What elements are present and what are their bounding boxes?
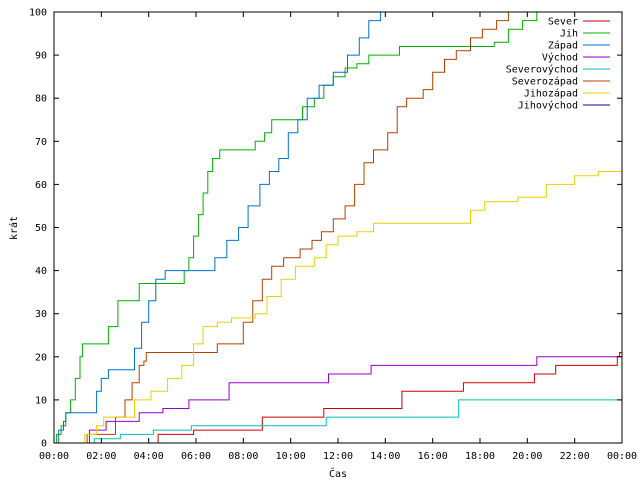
x-tick-label: 00:00 (607, 451, 637, 462)
y-tick-label: 60 (35, 180, 47, 191)
y-axis: 0 10 20 30 40 50 60 70 80 90 100 (29, 8, 622, 450)
x-tick-label: 16:00 (418, 451, 448, 462)
x-tick-label: 12:00 (323, 451, 353, 462)
y-tick-label: 70 (35, 137, 47, 148)
x-tick-label: 04:00 (134, 451, 164, 462)
y-tick-label: 20 (35, 352, 47, 363)
series-line (54, 12, 382, 444)
y-tick-label: 40 (35, 266, 47, 277)
x-axis: 00:00 02:00 04:00 06:00 08:00 10:00 12:00 14:00… (39, 12, 637, 462)
x-tick-label: 18:00 (465, 451, 495, 462)
y-tick-label: 10 (35, 395, 47, 406)
x-tick-label: 02:00 (86, 451, 116, 462)
legend-label: Sever (548, 17, 578, 28)
y-tick-label: 100 (29, 8, 47, 19)
series-line (82, 171, 622, 444)
y-tick-label: 50 (35, 223, 47, 234)
x-tick-label: 00:00 (39, 451, 69, 462)
x-tick-label: 20:00 (512, 451, 542, 462)
y-tick-label: 80 (35, 94, 47, 105)
legend: SeverJihZápadVýchodSeverovýchodSeverozáp… (506, 17, 610, 112)
legend-label: Jih (560, 29, 578, 40)
series-line (155, 343, 623, 444)
legend-label: Východ (542, 52, 578, 64)
legend-label: Západ (548, 40, 578, 52)
x-axis-title: Čas (329, 467, 347, 480)
x-tick-label: 14:00 (370, 451, 400, 462)
series-line (84, 12, 509, 444)
y-tick-label: 0 (41, 439, 47, 450)
series-layer (54, 12, 623, 444)
x-tick-label: 10:00 (276, 451, 306, 462)
legend-label: Jihozápad (524, 88, 578, 100)
legend-label: Severovýchod (506, 64, 578, 76)
y-axis-title: krát (8, 216, 20, 240)
series-line (54, 12, 538, 444)
legend-label: Severozápad (512, 76, 578, 88)
series-line (87, 356, 622, 444)
legend-label: Jihovýchod (518, 100, 578, 112)
x-tick-label: 08:00 (228, 451, 258, 462)
y-tick-label: 30 (35, 309, 47, 320)
series-line (91, 399, 622, 444)
y-tick-label: 90 (35, 51, 47, 62)
x-tick-label: 06:00 (181, 451, 211, 462)
x-tick-label: 22:00 (560, 451, 590, 462)
